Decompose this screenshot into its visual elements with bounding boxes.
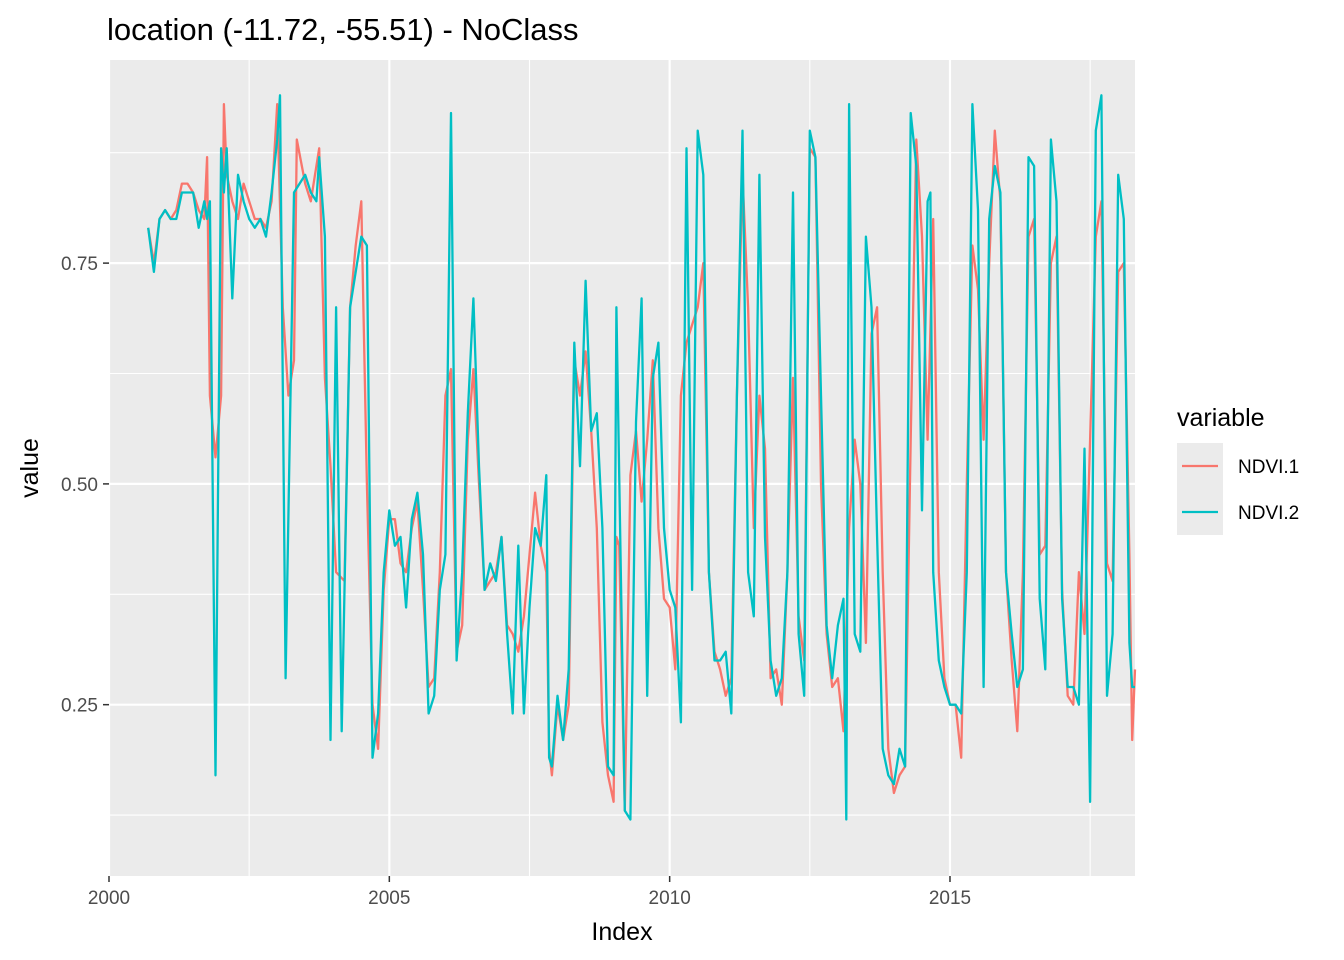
- x-tick-label: 2015: [929, 888, 971, 909]
- y-axis-title: value: [16, 438, 44, 498]
- x-tick-label: 2000: [88, 888, 130, 909]
- legend-title: variable: [1177, 404, 1265, 432]
- x-axis-title: Index: [591, 918, 653, 946]
- series-line-ndvi-2: [147, 94, 1135, 821]
- legend: variable NDVI.1 NDVI.2: [1177, 404, 1299, 535]
- legend-label: NDVI.2: [1238, 503, 1299, 524]
- x-tick-label: 2010: [649, 888, 691, 909]
- chart-title: location (-11.72, -55.51) - NoClass: [107, 12, 579, 47]
- y-axis: 0.25 0.50 0.75: [61, 254, 109, 717]
- legend-label: NDVI.1: [1238, 457, 1299, 478]
- series-lines: [147, 94, 1137, 821]
- x-axis: 2000 2005 2010 2015: [88, 876, 971, 909]
- y-tick-label: 0.75: [61, 254, 98, 275]
- y-tick-label: 0.50: [61, 475, 98, 496]
- y-tick-label: 0.25: [61, 696, 98, 717]
- grid-major: [107, 60, 1135, 876]
- x-tick-label: 2005: [368, 888, 410, 909]
